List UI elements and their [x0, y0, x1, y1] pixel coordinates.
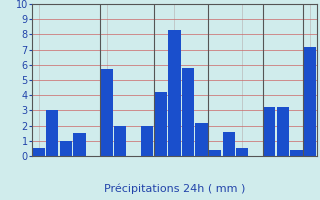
- Bar: [290, 150, 303, 156]
- Bar: [222, 132, 235, 156]
- Bar: [155, 92, 167, 156]
- Bar: [114, 126, 126, 156]
- Bar: [236, 148, 248, 156]
- Bar: [263, 107, 276, 156]
- Bar: [100, 69, 113, 156]
- Bar: [60, 141, 72, 156]
- Bar: [304, 47, 316, 156]
- Bar: [209, 150, 221, 156]
- Bar: [141, 126, 153, 156]
- Bar: [182, 68, 194, 156]
- Bar: [277, 107, 289, 156]
- Bar: [168, 30, 180, 156]
- Bar: [46, 110, 59, 156]
- Bar: [33, 148, 45, 156]
- Text: Précipitations 24h ( mm ): Précipitations 24h ( mm ): [104, 183, 245, 194]
- Bar: [73, 133, 85, 156]
- Bar: [196, 123, 208, 156]
